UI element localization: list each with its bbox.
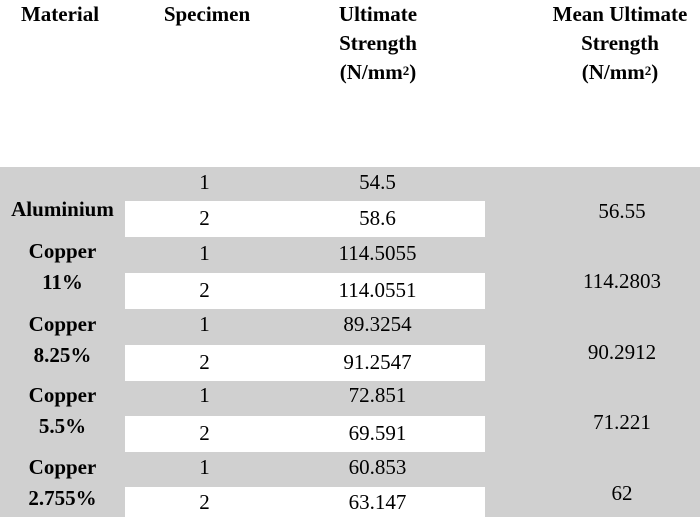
- specimen-cell: 1: [199, 383, 210, 407]
- specimen-2-highlight: [125, 201, 485, 237]
- specimen-2-highlight: [125, 487, 485, 517]
- ultimate-strength-cell: 114.5055: [338, 241, 417, 265]
- material-name: Copper: [28, 455, 97, 479]
- ultimate-strength-cell: 63.147: [348, 490, 407, 514]
- header-specimen-label: Specimen: [163, 2, 251, 26]
- header-ultimate-line2: Strength: [339, 31, 417, 55]
- header-mean-unit: (N/mm2): [581, 60, 659, 84]
- material-percent: 5.5%: [38, 414, 87, 438]
- header-mean-ultimate-strength: Mean Ultimate Strength (N/mm2): [530, 0, 700, 87]
- mean-strength-cell: 114.2803: [583, 269, 661, 293]
- mean-strength-cell: 62: [611, 481, 633, 505]
- header-material: Material: [0, 0, 120, 29]
- specimen-cell: 1: [199, 312, 210, 336]
- material-cell: Copper 8.25%: [0, 309, 125, 371]
- material-cell: Aluminium: [0, 194, 125, 225]
- material-cell: Copper 11%: [0, 236, 125, 298]
- material-name: Copper: [28, 312, 97, 336]
- material-name: Copper: [28, 383, 97, 407]
- material-percent: 11%: [42, 270, 83, 294]
- ultimate-strength-cell: 72.851: [348, 383, 407, 407]
- specimen-cell: 1: [199, 241, 210, 265]
- header-ultimate-line1: Ultimate: [338, 2, 418, 26]
- material-cell: Copper 5.5%: [0, 380, 125, 442]
- specimen-cell: 1: [199, 455, 210, 479]
- ultimate-strength-cell: 114.0551: [338, 278, 417, 302]
- mean-strength-cell: 90.2912: [587, 340, 657, 364]
- ultimate-strength-cell: 60.853: [348, 455, 407, 479]
- specimen-cell: 2: [199, 206, 210, 230]
- material-cell: Copper 2.755%: [0, 452, 125, 514]
- specimen-cell: 1: [199, 170, 210, 194]
- specimen-cell: 2: [199, 278, 210, 302]
- material-percent: 8.25%: [33, 343, 92, 367]
- header-mean-line1: Mean Ultimate: [552, 2, 688, 26]
- mean-strength-cell: 56.55: [598, 199, 646, 223]
- mean-strength-cell: 71.221: [593, 410, 651, 434]
- ultimate-strength-cell: 58.6: [359, 206, 396, 230]
- material-name: Copper: [28, 239, 97, 263]
- specimen-2-highlight: [125, 345, 485, 381]
- header-ultimate-unit: (N/mm2): [339, 60, 417, 84]
- ultimate-strength-cell: 91.2547: [343, 350, 412, 374]
- material-name: Aluminium: [11, 197, 114, 221]
- ultimate-strength-cell: 69.591: [348, 421, 407, 445]
- header-ultimate-strength: Ultimate Strength (N/mm2): [318, 0, 438, 87]
- header-material-label: Material: [20, 2, 100, 26]
- specimen-cell: 2: [199, 490, 210, 514]
- specimen-cell: 2: [199, 350, 210, 374]
- ultimate-strength-cell: 54.5: [359, 170, 396, 194]
- ultimate-strength-cell: 89.3254: [343, 312, 412, 336]
- specimen-cell: 2: [199, 421, 210, 445]
- specimen-2-highlight: [125, 273, 485, 309]
- header-mean-line2: Strength: [581, 31, 659, 55]
- specimen-2-highlight: [125, 416, 485, 452]
- header-specimen: Specimen: [147, 0, 267, 29]
- material-percent: 2.755%: [28, 486, 97, 510]
